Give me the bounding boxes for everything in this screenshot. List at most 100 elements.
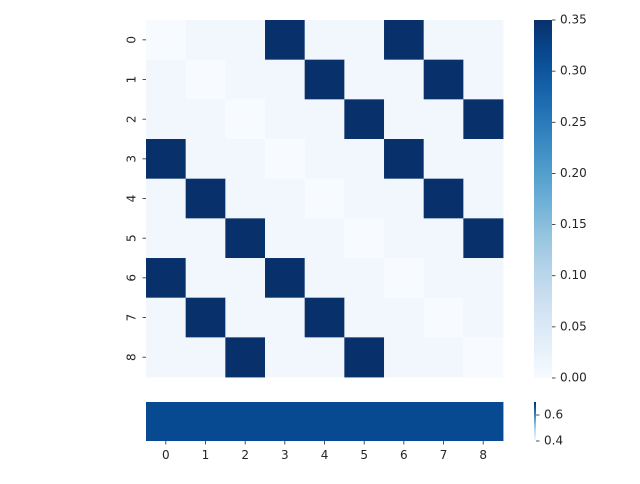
heatmap-cell xyxy=(463,337,504,378)
strip-cell xyxy=(185,402,226,441)
colorbar-tick-label: 0.30 xyxy=(560,64,587,78)
strip-cell xyxy=(304,402,345,441)
y-tick-label: 6 xyxy=(125,274,139,282)
y-tick-label: 2 xyxy=(125,115,139,123)
heatmap-cell xyxy=(146,218,187,259)
heatmap-cell xyxy=(146,99,187,140)
y-tick-label: 4 xyxy=(125,195,139,203)
heatmap-cell xyxy=(384,20,425,61)
heatmap-cell xyxy=(304,59,345,100)
strip-heatmap xyxy=(146,402,504,441)
heatmap-cell xyxy=(225,139,266,180)
strip-colorbar xyxy=(534,402,536,441)
heatmap-cell xyxy=(463,139,504,180)
heatmap-cell xyxy=(463,297,504,338)
y-tick-label: 8 xyxy=(125,353,139,361)
heatmap-cell xyxy=(384,99,425,140)
heatmap-cell xyxy=(304,297,345,338)
heatmap-cell xyxy=(304,337,345,378)
heatmap-cell xyxy=(344,337,385,378)
heatmap-cell xyxy=(185,178,226,219)
colorbar-tick-label: 0.15 xyxy=(560,217,587,231)
x-tick-label: 1 xyxy=(202,448,210,462)
heatmap-cell xyxy=(463,99,504,140)
heatmap-cell xyxy=(463,20,504,61)
heatmap-cell xyxy=(304,139,345,180)
x-tick-label: 8 xyxy=(479,448,487,462)
heatmap-cell xyxy=(265,297,306,338)
heatmap-cell xyxy=(146,297,187,338)
heatmap-cell xyxy=(344,218,385,259)
heatmap-cell xyxy=(304,218,345,259)
heatmap-cell xyxy=(384,178,425,219)
heatmap-cell xyxy=(423,337,464,378)
heatmap-cell xyxy=(146,337,187,378)
heatmap-cell xyxy=(423,258,464,299)
heatmap-cell xyxy=(304,258,345,299)
x-tick-label: 2 xyxy=(241,448,249,462)
heatmap-cell xyxy=(344,20,385,61)
heatmap-cell xyxy=(463,178,504,219)
heatmap-cell xyxy=(344,59,385,100)
strip-cell xyxy=(146,402,187,441)
heatmap-cell xyxy=(423,178,464,219)
heatmap-cell xyxy=(185,20,226,61)
strip-colorbar-axis: 0.4 0.6 xyxy=(536,408,563,448)
heatmap-cell xyxy=(344,99,385,140)
heatmap-cell xyxy=(146,59,187,100)
heatmap-cell xyxy=(185,297,226,338)
heatmap-cell xyxy=(384,218,425,259)
heatmap-cell xyxy=(384,337,425,378)
colorbar-tick-label: 0.10 xyxy=(560,268,587,282)
heatmap-cell xyxy=(265,258,306,299)
heatmap-cell xyxy=(185,99,226,140)
heatmap-cell xyxy=(225,258,266,299)
heatmap-cell xyxy=(146,178,187,219)
heatmap-cell xyxy=(344,178,385,219)
strip-cell xyxy=(423,402,464,441)
heatmap-cell xyxy=(463,218,504,259)
heatmap-cell xyxy=(384,59,425,100)
heatmap-cell xyxy=(463,258,504,299)
heatmap-cell xyxy=(185,337,226,378)
heatmap-cell xyxy=(146,258,187,299)
main-colorbar xyxy=(534,20,552,378)
strip-cell xyxy=(265,402,306,441)
y-tick-label: 5 xyxy=(125,234,139,242)
y-tick-label: 1 xyxy=(125,76,139,84)
colorbar-tick-label: 0.00 xyxy=(560,371,587,385)
strip-cell xyxy=(225,402,266,441)
heatmap-cell xyxy=(265,59,306,100)
heatmap-cell xyxy=(146,20,187,61)
heatmap-cell xyxy=(384,139,425,180)
heatmap-cell xyxy=(146,139,187,180)
heatmap-cell xyxy=(185,258,226,299)
strip-cell xyxy=(463,402,504,441)
x-tick-label: 0 xyxy=(162,448,170,462)
heatmap-cell xyxy=(225,20,266,61)
heatmap-cell xyxy=(225,99,266,140)
heatmap-cell xyxy=(384,258,425,299)
heatmap-cell xyxy=(265,178,306,219)
heatmap-cell xyxy=(265,20,306,61)
heatmap-cell xyxy=(185,139,226,180)
heatmap-cell xyxy=(265,337,306,378)
heatmap-cell xyxy=(423,297,464,338)
heatmap-cell xyxy=(423,20,464,61)
y-tick-label: 0 xyxy=(125,36,139,44)
heatmap-cell xyxy=(423,218,464,259)
heatmap-cell xyxy=(423,59,464,100)
x-tick-label: 4 xyxy=(321,448,329,462)
heatmap-cell xyxy=(265,139,306,180)
heatmap-cell xyxy=(423,139,464,180)
heatmap-cell xyxy=(304,178,345,219)
heatmap-cell xyxy=(225,297,266,338)
heatmap-cell xyxy=(423,99,464,140)
heatmap-cell xyxy=(344,139,385,180)
colorbar-tick-label: 0.35 xyxy=(560,13,587,27)
colorbar-tick-label: 0.20 xyxy=(560,166,587,180)
heatmap-cell xyxy=(344,258,385,299)
heatmap-cell xyxy=(304,20,345,61)
strip-cell xyxy=(384,402,425,441)
